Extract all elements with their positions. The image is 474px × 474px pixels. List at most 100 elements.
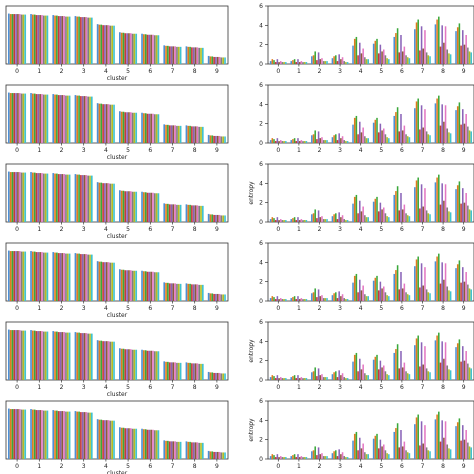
bar: [46, 331, 49, 380]
bar: [201, 205, 204, 222]
bar: [377, 448, 380, 459]
bar: [56, 410, 58, 459]
bar: [96, 261, 99, 301]
bar: [42, 94, 45, 143]
bar: [220, 452, 223, 459]
bar: [163, 440, 166, 459]
bar: [54, 410, 56, 459]
x-tick-label: 1: [297, 305, 301, 312]
bar: [96, 340, 99, 380]
bar: [372, 122, 375, 143]
bar: [346, 62, 349, 64]
bar: [456, 422, 459, 459]
bar: [439, 362, 442, 380]
bar: [341, 373, 344, 380]
bar: [278, 141, 280, 143]
bar: [386, 216, 388, 222]
bar: [331, 58, 334, 64]
bar: [90, 333, 93, 380]
bar: [292, 297, 294, 301]
bar: [89, 17, 91, 65]
bar: [152, 350, 154, 380]
bar: [444, 26, 447, 64]
bar: [131, 33, 134, 64]
bar: [111, 341, 114, 380]
bar: [324, 140, 327, 143]
x-tick-label: 8: [193, 305, 197, 312]
bar: [293, 296, 296, 301]
x-tick-label: 3: [82, 226, 86, 233]
bar: [152, 271, 154, 301]
bar: [85, 17, 88, 65]
bar: [285, 299, 287, 301]
bar: [126, 428, 128, 459]
x-tick-label: 2: [318, 68, 322, 75]
bar: [42, 173, 45, 222]
bar: [290, 219, 292, 222]
bar: [443, 437, 445, 459]
bar: [209, 56, 212, 64]
bar: [150, 429, 152, 459]
bar: [305, 457, 308, 459]
bar: [283, 299, 285, 301]
bar: [448, 211, 450, 222]
x-tick-label: 9: [462, 68, 466, 75]
bar: [129, 428, 132, 459]
bar: [24, 14, 27, 64]
bar: [395, 33, 397, 64]
bar: [417, 98, 419, 143]
bar: [90, 412, 93, 459]
x-tick-label: 5: [379, 305, 383, 312]
bar: [374, 277, 377, 301]
bar: [346, 378, 349, 380]
bar: [155, 272, 158, 301]
bar: [52, 15, 55, 64]
bar: [65, 411, 67, 459]
bar: [298, 299, 301, 301]
bar: [352, 203, 354, 222]
bar: [274, 141, 277, 143]
bar: [455, 31, 457, 65]
bar: [468, 288, 471, 301]
bar: [441, 183, 443, 222]
bar: [343, 456, 346, 459]
bar: [87, 17, 90, 65]
bar: [379, 123, 382, 143]
bar: [300, 219, 303, 222]
bar: [398, 368, 401, 380]
bar: [155, 35, 158, 64]
bar: [374, 435, 377, 459]
y-tick-label: 2: [259, 279, 263, 286]
bar: [109, 341, 112, 380]
bar: [346, 220, 349, 222]
bar: [124, 33, 127, 64]
bar: [467, 442, 469, 459]
bar: [384, 292, 387, 301]
bar: [281, 141, 284, 143]
bar: [425, 447, 428, 459]
bar: [152, 34, 154, 64]
bar: [463, 123, 466, 143]
bar: [61, 95, 64, 143]
bar: [44, 15, 47, 65]
bar: [15, 172, 17, 222]
bar: [353, 117, 356, 143]
bar: [11, 93, 14, 143]
bar: [107, 420, 110, 459]
bar: [176, 441, 178, 459]
bar: [316, 60, 318, 64]
bar: [211, 135, 214, 143]
bar: [200, 363, 202, 380]
bar: [32, 330, 34, 380]
bar: [273, 455, 275, 459]
bar: [419, 366, 421, 380]
bar: [192, 363, 195, 380]
bar: [200, 442, 202, 459]
bar: [120, 32, 123, 64]
bar: [340, 296, 342, 301]
bar: [470, 368, 472, 380]
bar: [405, 292, 407, 301]
bar: [66, 411, 69, 459]
x-tick-label: 0: [276, 226, 280, 233]
bar: [441, 262, 443, 301]
